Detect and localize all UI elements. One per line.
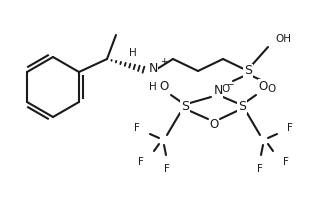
Text: F: F bbox=[138, 157, 144, 167]
Text: F: F bbox=[287, 123, 293, 133]
Text: F: F bbox=[134, 123, 140, 133]
Text: OH: OH bbox=[275, 34, 291, 44]
Text: F: F bbox=[164, 164, 170, 174]
Text: H: H bbox=[149, 82, 157, 92]
Text: O: O bbox=[221, 84, 229, 94]
Text: +: + bbox=[160, 58, 167, 66]
Text: F: F bbox=[257, 164, 263, 174]
Text: S: S bbox=[238, 100, 246, 113]
Text: S: S bbox=[244, 64, 252, 77]
Text: N: N bbox=[213, 85, 223, 98]
Text: O: O bbox=[259, 79, 268, 93]
Text: −: − bbox=[226, 79, 233, 89]
Text: S: S bbox=[181, 100, 189, 113]
Text: H: H bbox=[129, 48, 137, 58]
Text: F: F bbox=[283, 157, 289, 167]
Text: O: O bbox=[159, 79, 169, 93]
Text: O: O bbox=[267, 84, 275, 94]
Text: N: N bbox=[148, 62, 158, 75]
Text: O: O bbox=[209, 118, 219, 132]
